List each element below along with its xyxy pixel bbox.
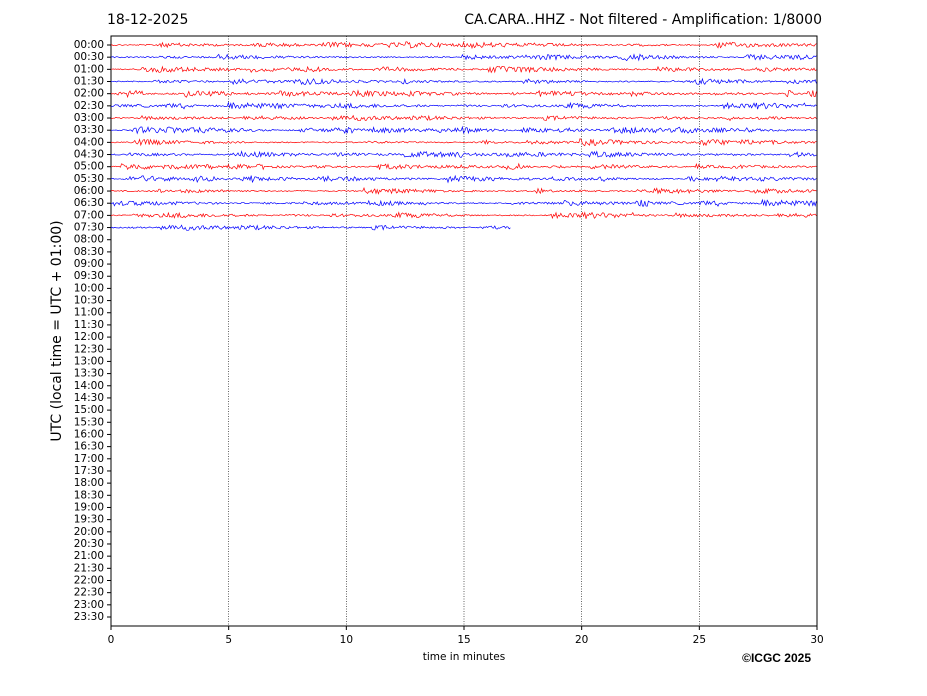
trace bbox=[110, 53, 817, 62]
y-tick-label: 02:30 bbox=[74, 100, 104, 112]
trace bbox=[110, 125, 817, 135]
trace bbox=[110, 150, 817, 159]
trace bbox=[110, 224, 511, 231]
y-tick-label: 11:00 bbox=[74, 307, 104, 319]
x-tick-label: 30 bbox=[810, 634, 823, 646]
trace bbox=[110, 101, 817, 110]
y-tick-label: 10:00 bbox=[74, 282, 104, 294]
x-tick-label: 15 bbox=[457, 634, 470, 646]
trace bbox=[110, 162, 817, 171]
y-tick-label: 14:30 bbox=[74, 392, 104, 404]
trace bbox=[110, 89, 817, 99]
y-tick-label: 15:30 bbox=[74, 416, 104, 428]
y-tick-label: 09:30 bbox=[74, 270, 104, 282]
y-tick-label: 04:30 bbox=[74, 149, 104, 161]
trace bbox=[110, 65, 817, 74]
chart-title: CA.CARA..HHZ - Not filtered - Amplificat… bbox=[464, 12, 822, 28]
y-axis-label: UTC (local time = UTC + 01:00) bbox=[49, 220, 65, 441]
y-tick-label: 12:00 bbox=[74, 331, 104, 343]
x-tick-label: 10 bbox=[340, 634, 353, 646]
trace bbox=[110, 198, 817, 207]
x-axis-label: time in minutes bbox=[423, 651, 505, 663]
y-tick-label: 00:30 bbox=[74, 51, 104, 63]
y-tick-label: 05:00 bbox=[74, 161, 104, 173]
y-tick-label: 19:00 bbox=[74, 501, 104, 513]
y-tick-label: 21:00 bbox=[74, 550, 104, 562]
y-tick-label: 07:00 bbox=[74, 209, 104, 221]
y-tick-label: 04:00 bbox=[74, 136, 104, 148]
y-tick-label: 16:00 bbox=[74, 428, 104, 440]
y-tick-label: 16:30 bbox=[74, 441, 104, 453]
y-tick-label: 08:30 bbox=[74, 246, 104, 258]
y-tick-label: 14:00 bbox=[74, 380, 104, 392]
y-tick-label: 22:00 bbox=[74, 574, 104, 586]
trace bbox=[111, 138, 817, 147]
y-tick-label: 03:30 bbox=[74, 124, 104, 136]
y-tick-label: 01:30 bbox=[74, 76, 104, 88]
x-tick-label: 25 bbox=[693, 634, 706, 646]
trace bbox=[110, 187, 817, 195]
trace bbox=[110, 77, 817, 86]
y-tick-label: 12:30 bbox=[74, 343, 104, 355]
y-tick-label: 07:30 bbox=[74, 222, 104, 234]
y-tick-label: 21:30 bbox=[74, 562, 104, 574]
y-tick-label: 17:30 bbox=[74, 465, 104, 477]
y-tick-label: 13:00 bbox=[74, 355, 104, 367]
y-tick-label: 17:00 bbox=[74, 453, 104, 465]
y-tick-label: 18:30 bbox=[74, 489, 104, 501]
x-tick-label: 0 bbox=[108, 634, 115, 646]
y-tick-label: 08:00 bbox=[74, 234, 104, 246]
trace bbox=[110, 114, 817, 122]
y-tick-label: 18:00 bbox=[74, 477, 104, 489]
y-tick-label: 06:00 bbox=[74, 185, 104, 197]
y-tick-label: 19:30 bbox=[74, 514, 104, 526]
x-tick-label: 5 bbox=[225, 634, 232, 646]
y-tick-label: 00:00 bbox=[74, 39, 104, 51]
trace bbox=[111, 211, 817, 220]
date: 18-12-2025 bbox=[107, 12, 188, 28]
y-tick-label: 20:30 bbox=[74, 538, 104, 550]
trace bbox=[110, 40, 817, 50]
y-tick-label: 23:00 bbox=[74, 599, 104, 611]
trace bbox=[110, 174, 817, 184]
x-tick-label: 20 bbox=[575, 634, 588, 646]
y-tick-label: 11:30 bbox=[74, 319, 104, 331]
copyright: ©ICGC 2025 bbox=[742, 651, 811, 665]
y-tick-label: 02:00 bbox=[74, 88, 104, 100]
y-tick-label: 10:30 bbox=[74, 295, 104, 307]
y-tick-label: 03:00 bbox=[74, 112, 104, 124]
y-tick-label: 20:00 bbox=[74, 526, 104, 538]
y-tick-label: 15:00 bbox=[74, 404, 104, 416]
y-tick-label: 23:30 bbox=[74, 611, 104, 623]
y-tick-label: 06:30 bbox=[74, 197, 104, 209]
y-tick-label: 13:30 bbox=[74, 368, 104, 380]
y-tick-label: 09:00 bbox=[74, 258, 104, 270]
y-tick-label: 05:30 bbox=[74, 173, 104, 185]
y-tick-label: 22:30 bbox=[74, 587, 104, 599]
y-tick-label: 01:00 bbox=[74, 63, 104, 75]
